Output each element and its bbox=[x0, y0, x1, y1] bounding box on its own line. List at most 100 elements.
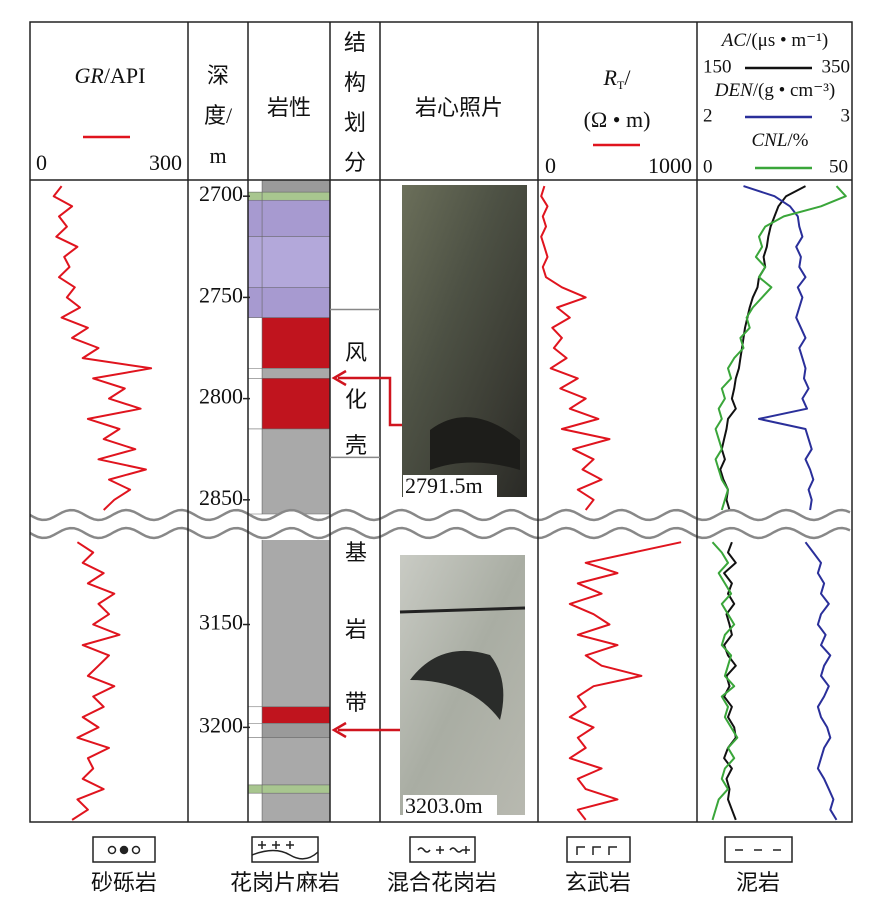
legend-symbol bbox=[417, 846, 470, 854]
track-title: AC/(μs • m⁻¹) bbox=[720, 30, 828, 51]
overlay-layer bbox=[29, 21, 853, 863]
lithology-interval bbox=[261, 792, 331, 823]
x-tick-label: 0 bbox=[545, 153, 556, 178]
legend-symbol bbox=[119, 845, 129, 855]
frame bbox=[29, 21, 853, 823]
curve-name: AC bbox=[720, 30, 747, 51]
rt-curve bbox=[540, 185, 611, 511]
curve-unit: /% bbox=[787, 130, 808, 151]
x-tick-label: 1000 bbox=[648, 153, 692, 178]
den-curve bbox=[804, 541, 838, 821]
zone-label: 壳 bbox=[345, 433, 367, 458]
curve-unit: /(μs • m⁻¹) bbox=[746, 30, 828, 51]
curve-unit: (Ω • m) bbox=[584, 107, 651, 132]
y-tick-label: 2750 bbox=[199, 282, 243, 307]
photo-caption: 3203.0m bbox=[405, 793, 483, 818]
lithology-strip bbox=[247, 236, 263, 288]
legend-label: 玄武岩 bbox=[565, 870, 631, 895]
legend-box bbox=[251, 836, 319, 863]
ac-curve bbox=[719, 185, 806, 511]
den-curve bbox=[743, 185, 815, 511]
legend-label: 混合花岗岩 bbox=[387, 870, 497, 895]
photo-shadow bbox=[430, 417, 520, 470]
x-tick-label: 300 bbox=[149, 150, 182, 175]
lithology-interval bbox=[261, 737, 331, 786]
zone-label: 基 bbox=[345, 540, 367, 565]
lithology-strip bbox=[247, 706, 263, 724]
legend-symbol bbox=[131, 845, 141, 855]
track-title: 岩心照片 bbox=[415, 95, 503, 120]
lithology-interval bbox=[261, 533, 331, 708]
x-tick-label: 0 bbox=[703, 156, 713, 177]
lithology-interval bbox=[261, 179, 331, 193]
photo-shadow bbox=[410, 650, 504, 720]
cnl-curve bbox=[714, 185, 847, 511]
legend-symbol bbox=[251, 841, 319, 860]
track-title: RT/ bbox=[603, 65, 632, 92]
lithology-interval bbox=[261, 199, 331, 237]
curve-unit: /(g • cm⁻³) bbox=[753, 80, 836, 101]
track-title: DEN/(g • cm⁻³) bbox=[714, 80, 836, 101]
lithology-strip bbox=[247, 287, 263, 318]
arrow bbox=[338, 376, 402, 427]
lithology-strip bbox=[247, 179, 263, 193]
lithology-strip bbox=[247, 737, 263, 786]
y-tick-label: 3200 bbox=[199, 712, 243, 737]
legend-box bbox=[409, 836, 476, 863]
lithology-interval bbox=[261, 706, 331, 724]
x-tick-label: 150 bbox=[703, 56, 732, 77]
lithology-interval bbox=[261, 368, 331, 379]
photo-crack bbox=[399, 606, 526, 614]
lithology-interval bbox=[261, 428, 331, 515]
legend-label: 花岗片麻岩 bbox=[230, 870, 340, 895]
lithology-interval bbox=[261, 191, 331, 201]
lithology-interval bbox=[261, 236, 331, 288]
x-tick-label: 0 bbox=[36, 150, 47, 175]
x-tick-label: 350 bbox=[822, 56, 851, 77]
lithology-interval bbox=[261, 784, 331, 794]
lithology-strip bbox=[247, 199, 263, 237]
track-title: 结 bbox=[344, 30, 366, 55]
x-tick-label: 3 bbox=[841, 105, 851, 126]
y-tick-label: 2700 bbox=[199, 181, 243, 206]
lithology-interval bbox=[261, 723, 331, 738]
lithology-interval bbox=[261, 378, 331, 430]
legend-box bbox=[566, 836, 631, 863]
break-line bbox=[29, 508, 851, 522]
curve-slash: / bbox=[624, 65, 631, 90]
curve-unit: /API bbox=[104, 63, 146, 88]
gr-curve bbox=[52, 185, 153, 511]
y-tick-label: 2850 bbox=[199, 485, 243, 510]
lithology-strip bbox=[247, 378, 263, 430]
rt-curve bbox=[568, 541, 682, 821]
lithology-strip bbox=[247, 723, 263, 738]
legend-label: 砂砾岩 bbox=[91, 870, 157, 895]
photo-caption-bg bbox=[403, 475, 497, 501]
track-title: CNL/% bbox=[751, 130, 808, 151]
gr-curve bbox=[71, 541, 121, 821]
ac-curve bbox=[723, 541, 737, 821]
lithology-strip bbox=[247, 317, 263, 369]
curve-name: CNL bbox=[751, 130, 787, 151]
legend-label: 泥岩 bbox=[736, 870, 780, 895]
curve-name: DEN bbox=[714, 80, 754, 101]
curve-name: GR bbox=[75, 63, 105, 88]
legend-symbol bbox=[107, 845, 117, 855]
lithology-interval bbox=[261, 287, 331, 318]
curve-name: R bbox=[603, 65, 618, 90]
track-title: 划 bbox=[344, 110, 366, 135]
photo-caption-bg bbox=[403, 795, 497, 821]
legend-box bbox=[724, 836, 793, 863]
lithology-interval bbox=[261, 317, 331, 369]
curve-subscript: T bbox=[617, 78, 625, 92]
zone-label: 化 bbox=[345, 387, 367, 412]
legend-box bbox=[92, 836, 156, 863]
photo-caption: 2791.5m bbox=[405, 473, 483, 498]
track-title: 构 bbox=[344, 70, 366, 95]
break-line bbox=[29, 526, 851, 540]
track-title: 度/ bbox=[204, 103, 233, 128]
x-tick-label: 2 bbox=[703, 105, 713, 126]
track-title: 岩性 bbox=[267, 95, 311, 120]
y-tick-label: 3150 bbox=[199, 610, 243, 635]
arrowhead bbox=[331, 369, 347, 387]
